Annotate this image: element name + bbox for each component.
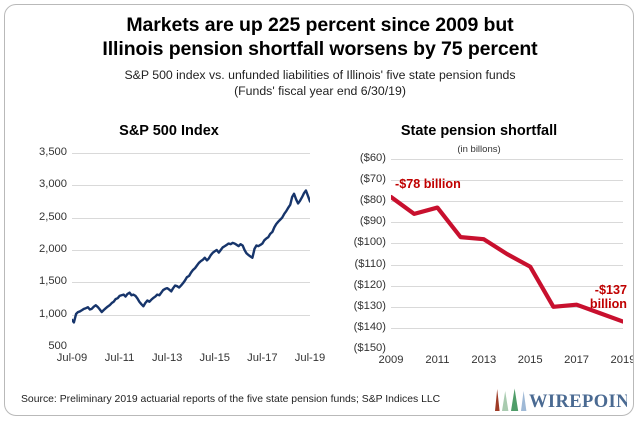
y-axis-tick-label: 3,000	[39, 178, 67, 191]
pension-chart-subtitle: (in billons)	[457, 144, 501, 155]
y-axis-tick-label: 1,500	[39, 275, 67, 288]
x-axis-tick-label: Jul-15	[199, 352, 231, 364]
logo-spike-3	[521, 391, 527, 411]
y-axis-tick-label: ($150)	[353, 342, 386, 354]
infographic-card: Markets are up 225 percent since 2009 bu…	[4, 4, 634, 416]
x-axis-tick-label: 2019	[610, 354, 634, 366]
annotation-line: -$137	[594, 282, 627, 297]
page-subtitle-line-2: (Funds' fiscal year end 6/30/19)	[234, 84, 406, 98]
value-annotation: -$78 billion	[395, 177, 461, 191]
x-axis-tick-label: Jul-13	[151, 352, 183, 364]
sp500-chart-title: S&P 500 Index	[119, 123, 219, 139]
y-axis-tick-label: 2,000	[39, 243, 67, 255]
wirepoints-logo-mark	[495, 388, 527, 411]
y-axis-tick-label: 1,000	[39, 307, 67, 320]
x-axis-tick-label: 2017	[564, 354, 590, 366]
annotation-line: -$78 billion	[395, 177, 461, 192]
y-axis-tick-label: ($140)	[353, 320, 386, 333]
logo-spike-1	[502, 391, 509, 411]
sp500-chart-panel: S&P 500 Index 3,500 3,000 2,500 2,000 1,500 1…	[19, 123, 325, 373]
y-axis-tick-label: ($100)	[353, 236, 386, 249]
y-axis-tick-label: ($60)	[359, 152, 386, 164]
sp500-plot-area	[72, 153, 310, 347]
logo-spike-2	[511, 388, 519, 411]
pension-plot-area	[391, 159, 623, 349]
x-axis-tick-label: 2009	[378, 354, 404, 366]
chart-svg	[391, 159, 623, 329]
data-line	[72, 189, 310, 324]
data-line	[391, 194, 623, 324]
y-axis-tick-label: ($80)	[359, 194, 386, 207]
value-annotation: -$137 billion	[539, 283, 627, 311]
y-axis-tick-label: 500	[48, 340, 67, 352]
page-subtitle-line-1: S&P 500 index vs. unfunded liabilities o…	[124, 68, 516, 82]
x-axis-tick-label: 2015	[517, 354, 543, 366]
y-axis-tick-label: 2,500	[39, 210, 67, 223]
pension-chart-panel: State pension shortfall (in billons) ($6…	[323, 123, 634, 373]
x-axis-tick-label: 2013	[471, 354, 497, 366]
source-note: Source: Preliminary 2019 actuarial repor…	[21, 394, 441, 405]
chart-svg	[72, 153, 310, 324]
y-axis-tick-label: ($90)	[359, 215, 386, 228]
x-axis-tick-label: Jul-11	[104, 352, 135, 364]
page-title-line-1: Markets are up 225 percent since 2009 bu…	[126, 14, 514, 36]
x-axis-tick-label: Jul-17	[247, 352, 278, 364]
y-axis-tick-label: ($70)	[359, 173, 386, 186]
page-title-line-2: Illinois pension shortfall worsens by 75…	[102, 38, 538, 60]
logo-spike-0	[495, 389, 500, 411]
annotation-line: billion	[589, 296, 627, 311]
y-axis-tick-label: 3,500	[39, 146, 67, 158]
logo-wordmark: WIREPOINTS	[529, 392, 627, 412]
x-axis-tick-label: 2011	[425, 354, 450, 366]
header-block: Markets are up 225 percent since 2009 bu…	[5, 13, 633, 99]
y-axis-tick-label: ($130)	[353, 299, 386, 312]
x-axis-tick-label: Jul-19	[294, 352, 326, 364]
y-axis-tick-label: ($110)	[354, 257, 386, 270]
pension-chart-title: State pension shortfall	[400, 123, 558, 139]
x-axis-tick-label: Jul-09	[56, 352, 88, 364]
wirepoints-logo: WIREPOINTS	[493, 387, 627, 413]
y-axis-tick-label: ($120)	[353, 278, 386, 291]
